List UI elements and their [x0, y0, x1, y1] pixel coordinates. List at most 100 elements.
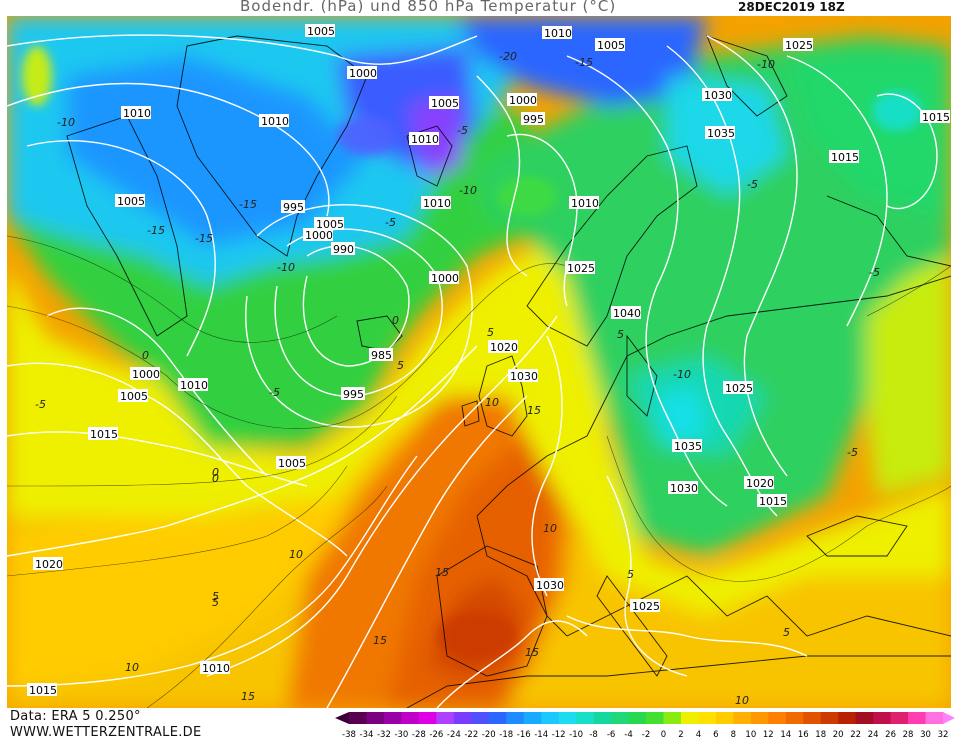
legend-left-arrow — [335, 712, 349, 724]
legend-swatch — [680, 712, 699, 724]
legend-swatch — [593, 712, 612, 724]
svg-text:1030: 1030 — [704, 89, 732, 102]
pressure-label: 1010 — [542, 26, 572, 40]
svg-text:1010: 1010 — [202, 662, 230, 675]
isobars — [7, 34, 938, 708]
temperature-label: -15 — [575, 56, 593, 69]
legend-tick-label: -22 — [464, 730, 478, 740]
legend-tick-label: 20 — [833, 730, 844, 740]
legend-swatch — [453, 712, 472, 724]
pressure-label: 1010 — [569, 196, 599, 210]
temperature-label: -10 — [673, 368, 691, 381]
pressure-labels: 1005 1010 1005 1000 1010 1010 1005 1025 … — [27, 24, 950, 697]
legend-tick-label: -24 — [447, 730, 461, 740]
pressure-label: 1040 — [611, 306, 641, 320]
svg-text:1010: 1010 — [544, 27, 572, 40]
temperature-label: -5 — [847, 446, 858, 459]
website-link[interactable]: WWW.WETTERZENTRALE.DE — [10, 725, 202, 740]
svg-text:1020: 1020 — [746, 477, 774, 490]
pressure-label: 995 — [281, 200, 305, 214]
temperature-contours — [7, 235, 951, 708]
temperature-label: 10 — [289, 548, 303, 561]
svg-text:1005: 1005 — [316, 218, 344, 231]
legend-swatch — [715, 712, 734, 724]
svg-text:1030: 1030 — [670, 482, 698, 495]
temperature-label: 0 — [212, 472, 219, 485]
pressure-label: 985 — [369, 348, 393, 362]
temperature-label: -5 — [385, 216, 396, 229]
legend-swatch — [925, 712, 944, 724]
data-source: Data: ERA 5 0.250° — [10, 709, 141, 724]
pressure-label: 1025 — [630, 599, 660, 613]
legend-swatch — [488, 712, 507, 724]
legend-swatch — [768, 712, 787, 724]
legend-swatch — [506, 712, 525, 724]
svg-text:1035: 1035 — [674, 440, 702, 453]
temperature-label: -10 — [757, 58, 775, 71]
svg-text:1015: 1015 — [922, 111, 950, 124]
svg-text:1010: 1010 — [411, 133, 439, 146]
pressure-label: 1000 — [303, 228, 333, 242]
legend-tick-label: -38 — [342, 730, 356, 740]
pressure-label: 1000 — [507, 93, 537, 107]
legend-right-arrow — [943, 712, 955, 724]
temperature-label: -5 — [269, 386, 280, 399]
pressure-label: 1000 — [429, 271, 459, 285]
temperature-label: -15 — [239, 198, 257, 211]
legend-swatch — [663, 712, 682, 724]
legend-swatch — [558, 712, 577, 724]
svg-text:995: 995 — [283, 201, 304, 214]
legend-tick-label: 22 — [850, 730, 861, 740]
pressure-label: 1020 — [744, 476, 774, 490]
legend-tick-label: -14 — [534, 730, 548, 740]
svg-text:1015: 1015 — [90, 428, 118, 441]
svg-text:995: 995 — [343, 388, 364, 401]
pressure-label: 1010 — [259, 114, 289, 128]
valid-time: 28DEC2019 18Z — [738, 0, 845, 14]
legend-tick-label: -8 — [589, 730, 597, 740]
svg-text:1010: 1010 — [261, 115, 289, 128]
pressure-label: 1010 — [409, 132, 439, 146]
pressure-label: 1005 — [429, 96, 459, 110]
pressure-label: 1005 — [314, 217, 344, 231]
legend-swatch — [838, 712, 857, 724]
legend-swatch — [750, 712, 769, 724]
pressure-label: 1020 — [33, 557, 63, 571]
legend-swatch — [855, 712, 874, 724]
legend-tick-label: 4 — [696, 730, 701, 740]
svg-text:1005: 1005 — [307, 25, 335, 38]
temperature-label: 0 — [392, 314, 399, 327]
svg-text:1000: 1000 — [431, 272, 459, 285]
svg-text:1005: 1005 — [117, 195, 145, 208]
temperature-label: -15 — [195, 232, 213, 245]
svg-text:1030: 1030 — [510, 370, 538, 383]
svg-text:1040: 1040 — [613, 307, 641, 320]
legend-swatch — [628, 712, 647, 724]
svg-text:1010: 1010 — [423, 197, 451, 210]
pressure-label: 1025 — [783, 38, 813, 52]
pressure-label: 1025 — [565, 261, 595, 275]
svg-text:1020: 1020 — [35, 558, 63, 571]
pressure-label: 1030 — [668, 481, 698, 495]
legend-swatch — [611, 712, 630, 724]
legend-tick-label: -4 — [624, 730, 632, 740]
svg-text:1025: 1025 — [725, 382, 753, 395]
svg-text:1015: 1015 — [759, 495, 787, 508]
temperature-label: 10 — [125, 661, 139, 674]
svg-text:990: 990 — [333, 243, 354, 256]
temperature-label: -5 — [35, 398, 46, 411]
legend-tick-label: 32 — [938, 730, 949, 740]
legend-tick-label: 26 — [885, 730, 896, 740]
temperature-labels: -10 -15 -20 -15 -10 -5 -5 -10 -15 -10 -5… — [35, 50, 880, 707]
temperature-label: 15 — [525, 646, 539, 659]
legend-tick-label: 2 — [678, 730, 683, 740]
pressure-label: 1035 — [705, 126, 735, 140]
legend-tick-label: -28 — [412, 730, 426, 740]
legend-tick-label: -26 — [429, 730, 443, 740]
legend-tick-label: -18 — [499, 730, 513, 740]
svg-text:985: 985 — [371, 349, 392, 362]
temperature-label: 0 — [142, 349, 149, 362]
pressure-label: 1030 — [508, 369, 538, 383]
pressure-label: 995 — [521, 112, 545, 126]
temperature-label: -10 — [459, 184, 477, 197]
